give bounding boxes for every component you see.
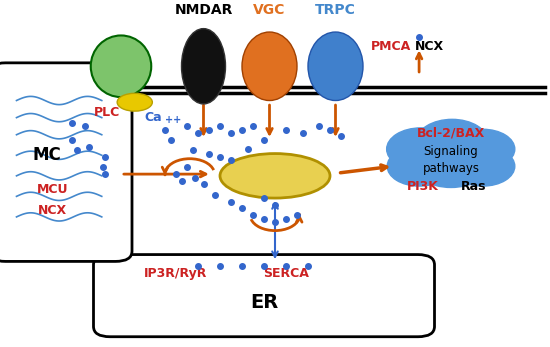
Text: NCX: NCX (415, 40, 444, 53)
Text: Signaling: Signaling (424, 145, 478, 158)
Ellipse shape (308, 32, 363, 101)
Circle shape (411, 138, 491, 187)
FancyBboxPatch shape (0, 63, 132, 261)
Circle shape (451, 129, 515, 169)
Text: ER: ER (250, 293, 278, 312)
Text: NCX: NCX (38, 204, 67, 217)
Circle shape (387, 146, 451, 186)
Text: Bcl-2/BAX: Bcl-2/BAX (417, 127, 485, 139)
Text: pathways: pathways (422, 162, 480, 175)
Text: NMDAR: NMDAR (174, 3, 233, 17)
Circle shape (451, 146, 515, 186)
Text: ++: ++ (165, 115, 182, 125)
Text: IP3R/RyR: IP3R/RyR (144, 267, 208, 280)
Ellipse shape (220, 154, 330, 198)
Text: VGC: VGC (254, 3, 285, 17)
Text: MCU: MCU (36, 183, 68, 196)
Ellipse shape (91, 35, 151, 97)
Text: PMCA: PMCA (371, 40, 411, 53)
Text: PLC: PLC (94, 106, 120, 119)
FancyBboxPatch shape (94, 255, 434, 337)
Circle shape (416, 119, 488, 164)
Text: CBPs: CBPs (254, 168, 296, 183)
Text: MC: MC (32, 146, 61, 164)
Text: R: R (116, 58, 127, 71)
Circle shape (387, 128, 455, 170)
Text: PI3K: PI3K (407, 180, 439, 193)
Text: TRPC: TRPC (315, 3, 356, 17)
Text: SERCA: SERCA (263, 267, 309, 280)
Ellipse shape (242, 32, 297, 101)
Text: Ca: Ca (145, 111, 162, 124)
Ellipse shape (182, 28, 225, 104)
Ellipse shape (117, 93, 152, 111)
Text: Ras: Ras (461, 180, 486, 193)
